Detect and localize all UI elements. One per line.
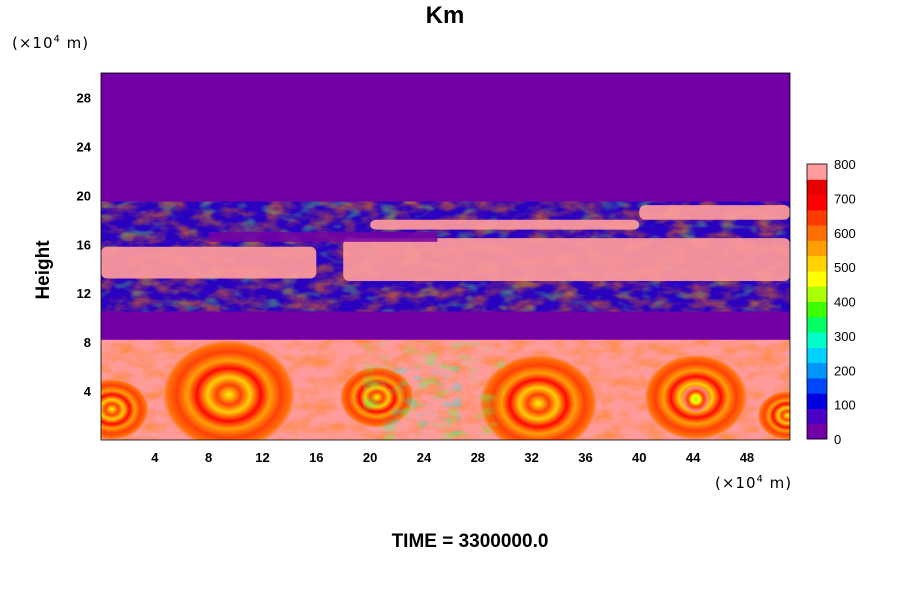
band-high (101, 246, 317, 279)
heatmap-field (101, 73, 790, 440)
x-tick-label: 44 (686, 450, 701, 465)
x-tick-label: 28 (471, 450, 485, 465)
x-tick-label: 40 (632, 450, 646, 465)
colorbar-swatch (807, 332, 827, 348)
colorbar-tick-label: 500 (834, 260, 856, 275)
x-tick-label: 24 (417, 450, 432, 465)
vortex-core (682, 386, 709, 413)
x-tick-label: 20 (363, 450, 377, 465)
colorbar-swatch (807, 179, 827, 196)
x-unit-suffix: m) (763, 474, 793, 492)
y-tick-label: 12 (77, 286, 91, 301)
colorbar-swatch (807, 286, 827, 302)
x-tick-label: 36 (578, 450, 592, 465)
time-label: TIME = 3300000.0 (391, 531, 549, 552)
x-tick-label: 48 (740, 450, 754, 465)
y-axis-ticks: 4 8 12 16 20 24 28 (77, 90, 92, 399)
chart-title: Km (425, 2, 465, 29)
colorbar-swatch (807, 393, 827, 409)
colorbar-tick-label: 100 (834, 398, 856, 413)
colorbar-tick-label: 800 (834, 157, 856, 172)
y-unit-suffix: m) (60, 34, 90, 52)
y-tick-label: 8 (84, 335, 91, 350)
x-tick-label: 4 (151, 450, 159, 465)
y-tick-label: 16 (77, 237, 91, 252)
colorbar-swatch (807, 423, 827, 440)
x-tick-label: 32 (524, 450, 538, 465)
colorbar-swatch (807, 255, 827, 272)
band-high (370, 219, 640, 230)
vortex (757, 391, 790, 440)
colorbar-swatch (807, 240, 827, 257)
x-tick-label: 8 (205, 450, 212, 465)
colorbar-swatch (807, 362, 827, 379)
band-high (343, 238, 790, 281)
y-tick-label: 20 (77, 188, 91, 203)
colorbar-tick-label: 0 (834, 432, 841, 447)
y-tick-label: 28 (77, 90, 91, 105)
x-unit-label: (×104 m) (715, 474, 792, 492)
y-unit-prefix: (×10 (12, 34, 54, 52)
vortex (479, 354, 598, 440)
colorbar-tick-label: 300 (834, 329, 856, 344)
colorbar-swatch (807, 408, 827, 425)
plot-frame (100, 72, 791, 441)
y-tick-label: 4 (84, 384, 92, 399)
x-axis-ticks: 4 8 12 16 20 24 28 32 36 40 44 48 (151, 450, 754, 465)
colorbar-tick-label: 700 (834, 191, 856, 206)
y-unit-label: (×104 m) (12, 34, 89, 52)
band-gap (208, 232, 438, 242)
x-tick-label: 16 (309, 450, 323, 465)
layer-gap-zero (101, 311, 790, 340)
y-unit-exponent: 4 (53, 34, 61, 45)
x-unit-prefix: (×10 (715, 474, 757, 492)
colorbar-frame (806, 163, 828, 440)
turbulence-blue (383, 366, 462, 434)
colorbar: 0 100 200 300 400 500 600 700 800 (806, 157, 856, 447)
colorbar-tick-label: 200 (834, 363, 856, 378)
colorbar-swatch (807, 316, 827, 333)
x-tick-label: 12 (255, 450, 269, 465)
colorbar-tick-label: 400 (834, 295, 856, 310)
colorbar-swatch (807, 301, 827, 318)
x-unit-exponent: 4 (756, 474, 764, 485)
colorbar-tick-label: 600 (834, 226, 856, 241)
colorbar-swatch (807, 270, 827, 287)
vortex (162, 339, 296, 440)
band-high (639, 205, 790, 220)
colorbar-swatch (807, 194, 827, 211)
colorbar-swatch (807, 164, 827, 180)
y-tick-label: 24 (77, 139, 92, 154)
vortex (101, 378, 149, 440)
colorbar-swatch (807, 377, 827, 394)
colorbar-swatch (807, 347, 827, 364)
colorbar-swatch (807, 209, 827, 226)
colorbar-swatch (807, 225, 827, 241)
